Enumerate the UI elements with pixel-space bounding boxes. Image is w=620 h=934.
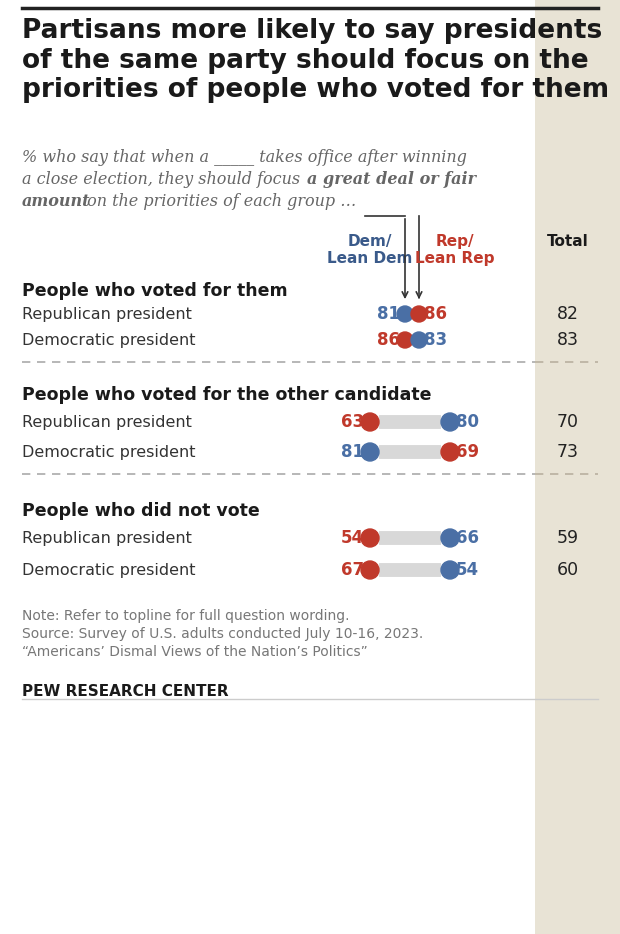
Text: Partisans more likely to say presidents
of the same party should focus on the
pr: Partisans more likely to say presidents … <box>22 18 609 103</box>
Text: 59: 59 <box>557 529 579 547</box>
Circle shape <box>361 443 379 461</box>
Circle shape <box>441 561 459 579</box>
Circle shape <box>411 306 427 322</box>
Circle shape <box>361 413 379 431</box>
Bar <box>535 0 620 934</box>
Text: on the priorities of each group …: on the priorities of each group … <box>82 193 356 210</box>
Text: 86: 86 <box>377 331 400 349</box>
Text: 60: 60 <box>557 561 579 579</box>
Text: Source: Survey of U.S. adults conducted July 10-16, 2023.: Source: Survey of U.S. adults conducted … <box>22 627 423 641</box>
Circle shape <box>361 529 379 547</box>
Circle shape <box>441 443 459 461</box>
Text: a great deal or fair: a great deal or fair <box>307 171 476 188</box>
Circle shape <box>441 413 459 431</box>
Text: Republican president: Republican president <box>22 306 192 321</box>
Circle shape <box>397 306 413 322</box>
Text: 81: 81 <box>377 305 400 323</box>
Text: 82: 82 <box>557 305 579 323</box>
Text: 66: 66 <box>456 529 479 547</box>
Text: 69: 69 <box>456 443 479 461</box>
Text: 81: 81 <box>341 443 364 461</box>
Text: Democratic president: Democratic president <box>22 562 195 577</box>
Text: 70: 70 <box>557 413 579 431</box>
Text: People who voted for them: People who voted for them <box>22 282 288 300</box>
Text: a close election, they should focus: a close election, they should focus <box>22 171 305 188</box>
Text: 80: 80 <box>456 413 479 431</box>
Text: Total: Total <box>547 234 589 249</box>
Text: 83: 83 <box>424 331 447 349</box>
Text: PEW RESEARCH CENTER: PEW RESEARCH CENTER <box>22 684 229 699</box>
Text: 63: 63 <box>341 413 364 431</box>
Text: 54: 54 <box>456 561 479 579</box>
Text: People who voted for the other candidate: People who voted for the other candidate <box>22 386 432 404</box>
Text: 67: 67 <box>341 561 364 579</box>
Text: Republican president: Republican president <box>22 531 192 545</box>
Text: Republican president: Republican president <box>22 415 192 430</box>
Text: Democratic president: Democratic president <box>22 445 195 460</box>
Text: amount: amount <box>22 193 91 210</box>
Text: 83: 83 <box>557 331 579 349</box>
Text: Dem/
Lean Dem: Dem/ Lean Dem <box>327 234 413 266</box>
Text: People who did not vote: People who did not vote <box>22 502 260 520</box>
Text: 86: 86 <box>424 305 447 323</box>
Circle shape <box>441 529 459 547</box>
Circle shape <box>411 332 427 348</box>
Text: 73: 73 <box>557 443 579 461</box>
Text: Note: Refer to topline for full question wording.: Note: Refer to topline for full question… <box>22 609 350 623</box>
Text: “Americans’ Dismal Views of the Nation’s Politics”: “Americans’ Dismal Views of the Nation’s… <box>22 645 368 659</box>
Text: 54: 54 <box>341 529 364 547</box>
Circle shape <box>361 561 379 579</box>
Circle shape <box>397 332 413 348</box>
Text: Rep/
Lean Rep: Rep/ Lean Rep <box>415 234 495 266</box>
Text: % who say that when a _____ takes office after winning: % who say that when a _____ takes office… <box>22 149 467 166</box>
Text: Democratic president: Democratic president <box>22 333 195 347</box>
